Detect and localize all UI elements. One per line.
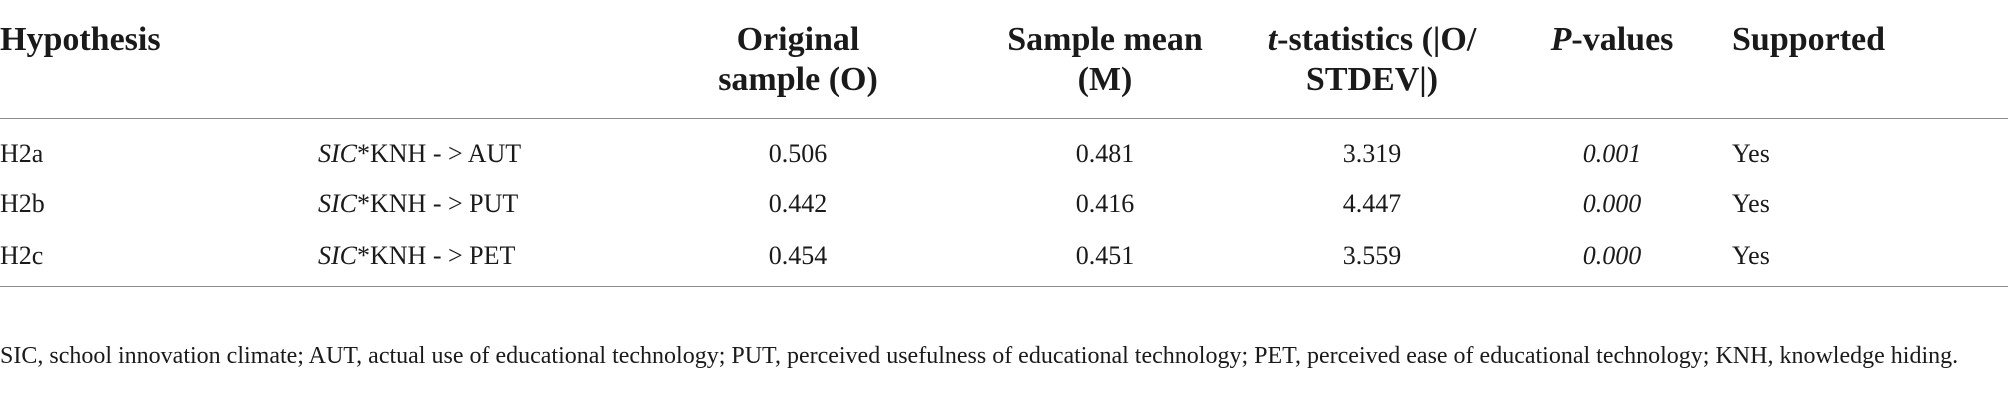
cell-p-value: 0.000 (1582, 188, 1642, 218)
cell-original-sample: 0.454 (638, 222, 958, 287)
cell-sample-mean: 0.416 (1075, 188, 1135, 218)
table-footnote: SIC, school innovation climate; AUT, act… (0, 343, 1959, 369)
results-table-container: Hypothesis Original sample (O) Sample mea… (0, 0, 2008, 287)
header-supported: Supported (1732, 0, 2008, 119)
cell-hypothesis: H2b (0, 188, 45, 218)
header-original-sample: Original sample (O) (638, 0, 958, 119)
cell-sample-mean: 0.481 (1075, 139, 1135, 168)
table-row: H2b SIC*KNH - > PUT 0.442 0.416 4.447 0.… (0, 171, 2008, 223)
cell-t-statistics: 3.319 (1342, 139, 1402, 168)
cell-path: SIC*KNH - > PUT (318, 188, 519, 218)
cell-supported: Yes (1732, 222, 2008, 287)
cell-original-sample: 0.506 (768, 139, 828, 168)
table-row: H2c SIC*KNH - > PET 0.454 0.451 3.559 0.… (0, 222, 2008, 287)
cell-p-value: 0.001 (1582, 139, 1642, 168)
hypothesis-results-table: Hypothesis Original sample (O) Sample mea… (0, 0, 2008, 287)
cell-p-value: 0.000 (1492, 222, 1732, 287)
cell-original-sample: 0.442 (768, 188, 828, 218)
header-p-values: P-values (1492, 0, 1732, 119)
header-sample-mean: Sample mean (M) (958, 0, 1252, 119)
cell-hypothesis: H2c (0, 222, 318, 287)
cell-path: SIC*KNH - > AUT (318, 139, 522, 168)
cell-sample-mean: 0.451 (958, 222, 1252, 287)
header-t-statistics: t-statistics (|O/STDEV|) (1252, 0, 1492, 119)
header-path (318, 0, 638, 119)
cell-supported: Yes (1732, 188, 1770, 218)
cell-t-statistics: 4.447 (1342, 188, 1402, 218)
cell-t-statistics: 3.559 (1252, 222, 1492, 287)
cell-path: SIC*KNH - > PET (318, 222, 638, 287)
table-header-row: Hypothesis Original sample (O) Sample mea… (0, 0, 2008, 119)
table-row: H2a SIC*KNH - > AUT 0.506 0.481 3.319 0.… (0, 119, 2008, 171)
header-hypothesis: Hypothesis (0, 0, 318, 119)
cell-hypothesis: H2a (0, 139, 44, 168)
cell-supported: Yes (1732, 139, 1770, 168)
